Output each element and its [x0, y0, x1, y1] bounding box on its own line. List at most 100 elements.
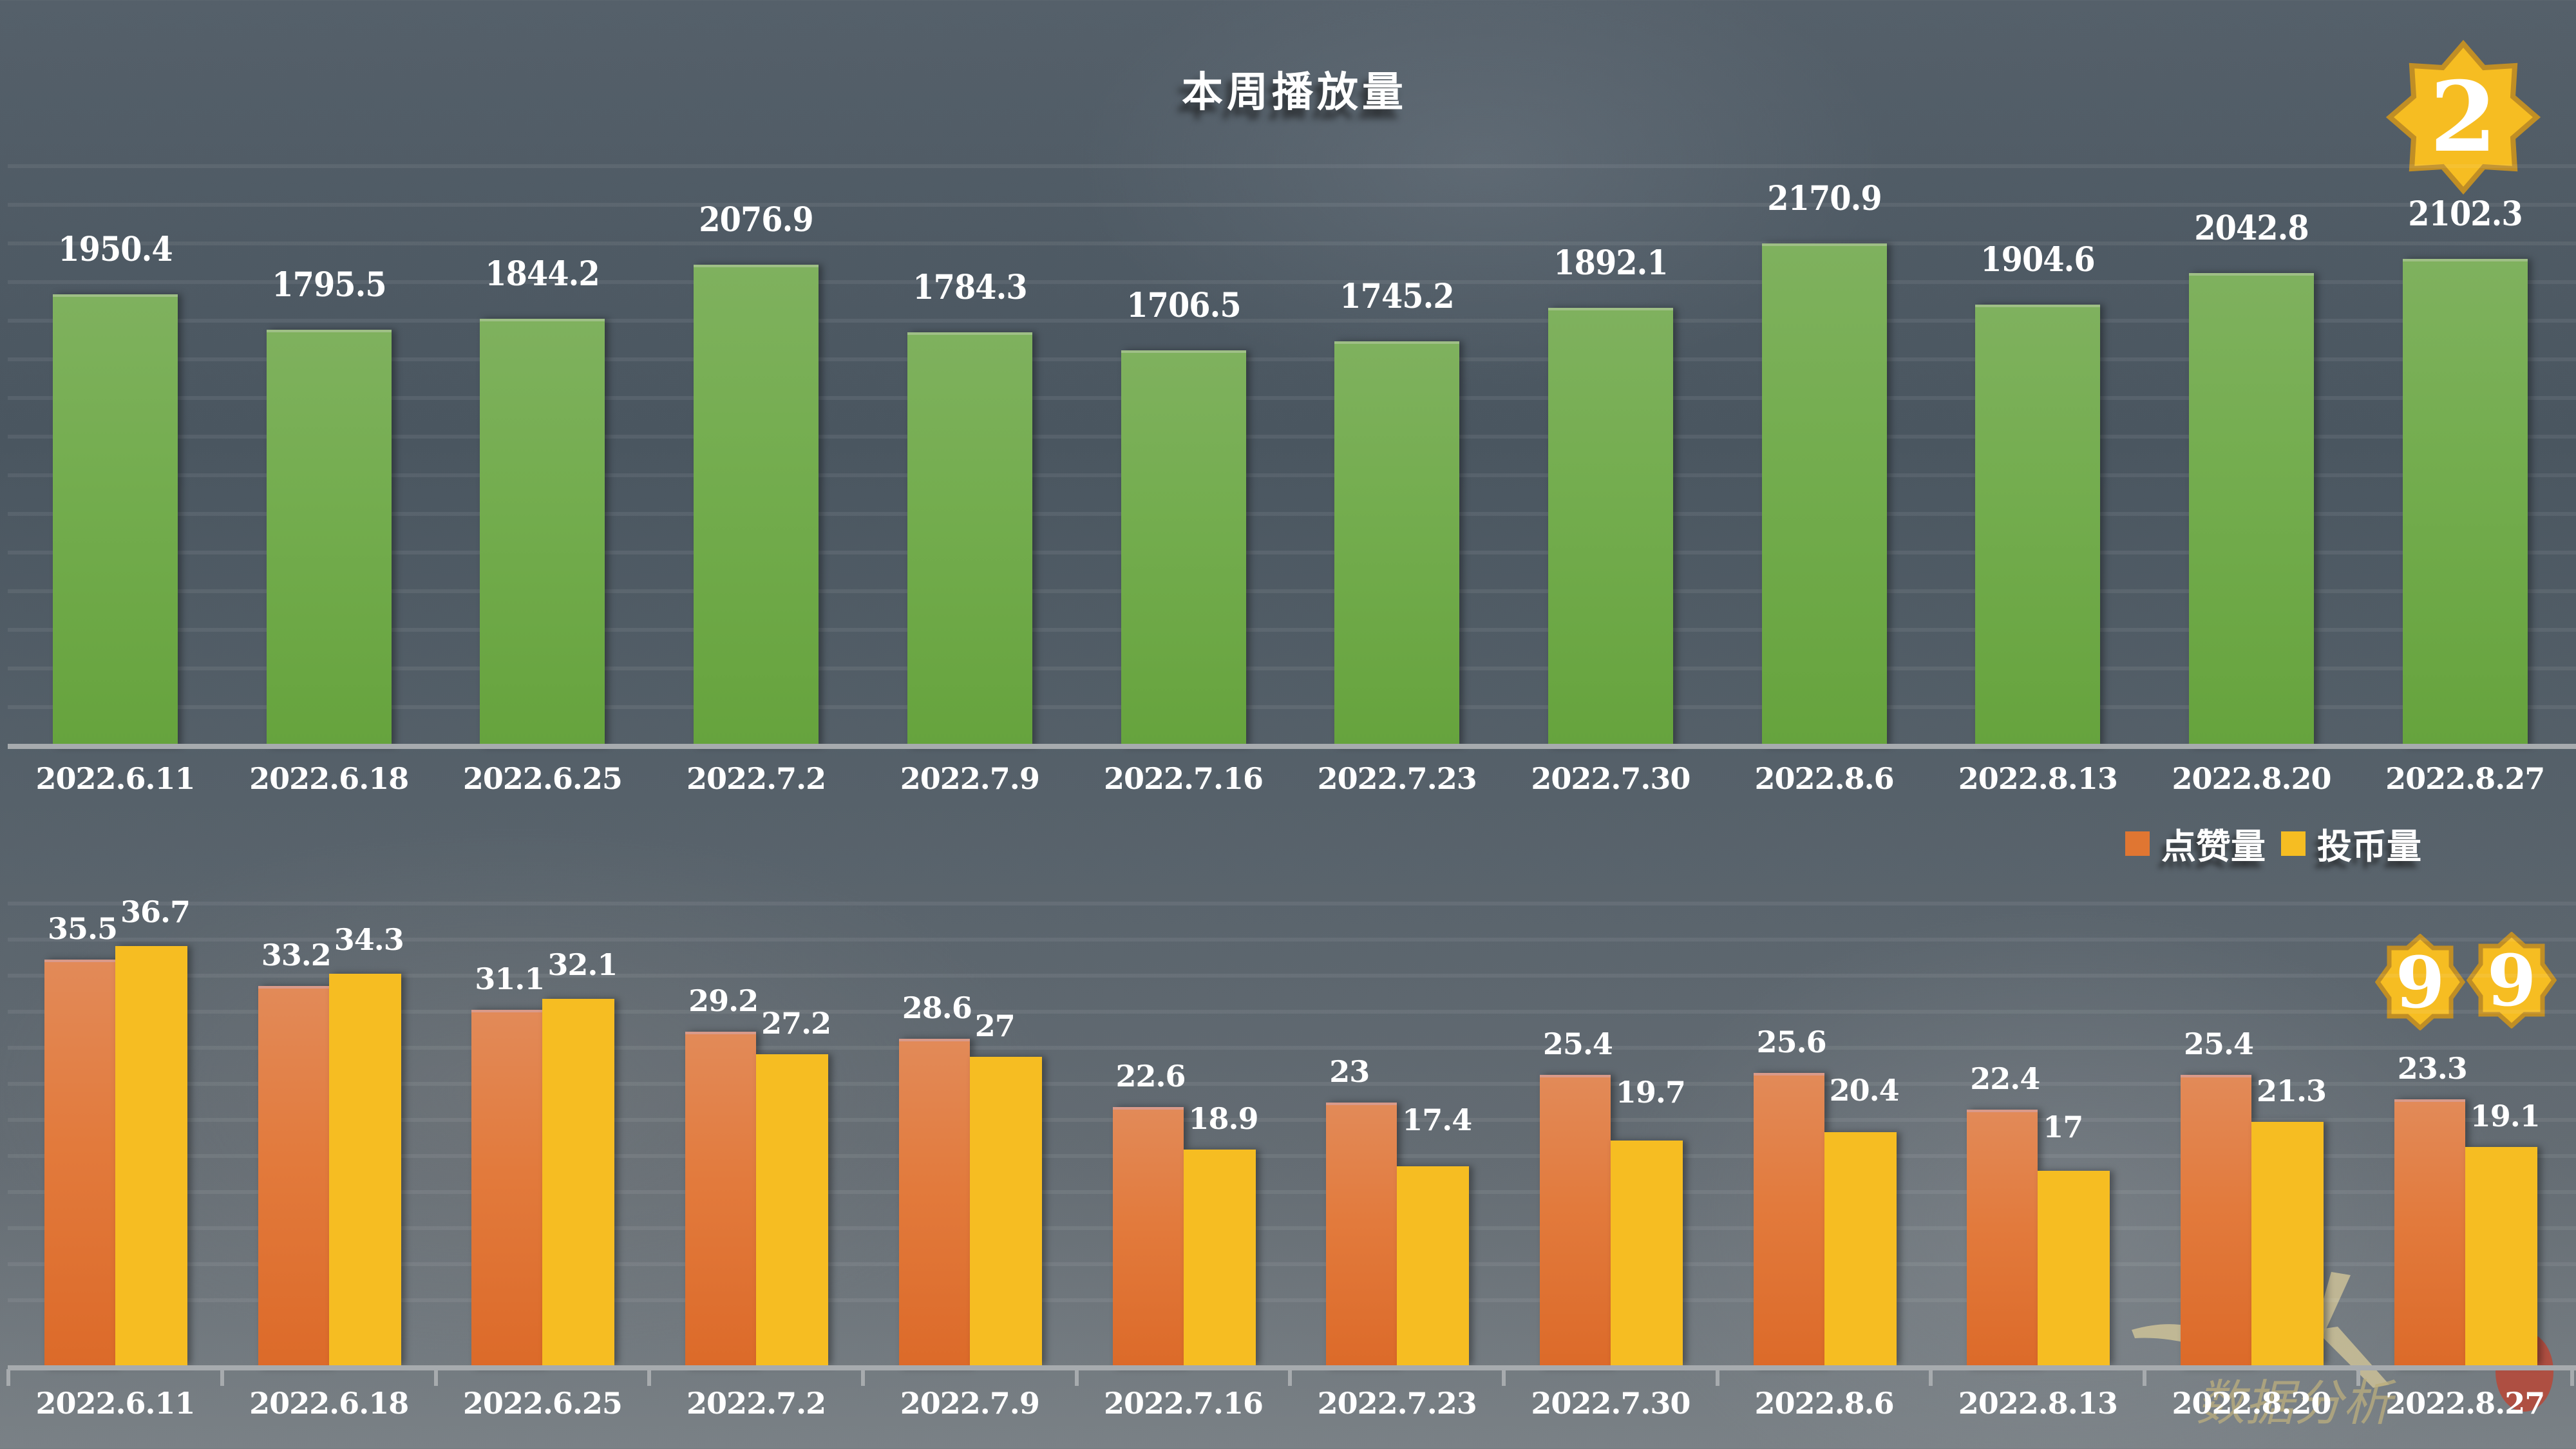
x-axis-line — [8, 744, 2576, 749]
gridline — [8, 357, 2576, 361]
coins-bar — [2465, 1147, 2537, 1365]
legend-swatch-coins — [2281, 831, 2306, 856]
plays-value-label: 2042.8 — [2194, 208, 2309, 248]
x-axis-line — [8, 1365, 2576, 1370]
plays-value-label: 1706.5 — [1126, 286, 1241, 326]
plays-bar — [2189, 272, 2314, 746]
x-axis-label: 2022.7.30 — [1531, 761, 1690, 796]
gridline — [8, 164, 2576, 168]
gridline — [8, 1118, 2576, 1122]
coins-bar — [969, 1057, 1042, 1365]
x-axis-tick — [860, 1369, 865, 1386]
gridline — [8, 435, 2576, 439]
plays-bar — [2402, 259, 2528, 746]
plays-bar — [266, 330, 392, 746]
legend-label-likes: 点赞量 — [2161, 826, 2266, 867]
likes-bar — [1753, 1072, 1824, 1368]
plays-value-label: 2170.9 — [1766, 178, 1882, 218]
x-axis-label: 2022.8.27 — [2385, 761, 2545, 796]
likes-bar — [2181, 1075, 2251, 1368]
x-axis-label: 2022.7.23 — [1317, 1386, 1477, 1421]
x-axis-label: 2022.8.27 — [2385, 1386, 2545, 1421]
likes-value-label: 23.3 — [2397, 1050, 2468, 1086]
likes-value-label: 22.4 — [1970, 1061, 2040, 1096]
gridline — [8, 280, 2576, 284]
coins-bar — [1397, 1166, 1470, 1365]
star-badge-icon — [2386, 40, 2541, 194]
star-badge-icon — [2375, 934, 2465, 1030]
likes-value-label: 33.2 — [261, 938, 332, 973]
likes-bar — [898, 1038, 970, 1368]
gridline — [8, 1298, 2576, 1302]
likes-value-label: 23 — [1329, 1054, 1370, 1089]
x-axis-label: 2022.6.25 — [462, 1386, 623, 1421]
gridline — [8, 1082, 2576, 1086]
likes-value-label: 25.4 — [2184, 1027, 2254, 1062]
gridline — [8, 551, 2576, 554]
plays-bar — [907, 332, 1032, 746]
plays-bar — [1548, 307, 1673, 746]
x-axis-tick — [1502, 1369, 1506, 1386]
plays-bar — [1334, 341, 1460, 746]
coins-bar — [1183, 1149, 1256, 1365]
x-axis-tick — [1715, 1369, 1719, 1386]
likes-value-label: 25.6 — [1756, 1024, 1827, 1059]
x-axis-label: 2022.6.18 — [249, 1386, 409, 1421]
plays-value-label: 1892.1 — [1553, 243, 1668, 283]
gridline — [8, 203, 2576, 207]
plays-value-label: 2102.3 — [2407, 194, 2523, 234]
x-axis-label: 2022.8.13 — [1958, 1386, 2118, 1421]
x-axis-label: 2022.7.9 — [900, 761, 1040, 796]
gridline — [8, 512, 2576, 516]
x-axis-label: 2022.8.20 — [2172, 761, 2331, 796]
likes-value-label: 31.1 — [475, 961, 545, 997]
plays-bar — [1975, 305, 2101, 746]
coins-value-label: 17 — [2043, 1109, 2083, 1144]
likes-bar — [471, 1010, 543, 1368]
x-axis-tick — [433, 1369, 438, 1386]
gridline — [8, 473, 2576, 477]
plays-bar — [1121, 350, 1246, 746]
likes-bar — [1326, 1102, 1397, 1368]
likes-bar — [1112, 1107, 1184, 1368]
x-axis-label: 2022.6.11 — [35, 761, 195, 796]
likes-bar — [1967, 1109, 2038, 1368]
chart-title: 本周播放量 — [1182, 69, 1407, 117]
coins-bar — [1824, 1132, 1897, 1365]
coins-value-label: 21.3 — [2257, 1074, 2327, 1109]
plays-value-label: 1795.5 — [271, 265, 386, 305]
likes-bar — [258, 986, 329, 1368]
rank-badge-bottom-2: 9 — [2467, 932, 2557, 1028]
gridline — [8, 667, 2576, 670]
legend-label-coins: 投币量 — [2317, 826, 2421, 867]
x-axis-label: 2022.7.30 — [1531, 1386, 1690, 1421]
star-badge-icon — [2467, 932, 2557, 1028]
plays-value-label: 1745.2 — [1340, 277, 1454, 317]
likes-bar — [1539, 1075, 1611, 1368]
coins-value-label: 36.7 — [120, 894, 191, 929]
legend: 点赞量 投币量 — [2125, 818, 2421, 869]
plays-value-label: 1904.6 — [1980, 240, 2096, 280]
coins-value-label: 27.2 — [761, 1006, 831, 1041]
x-axis-label: 2022.8.13 — [1958, 761, 2118, 796]
gridline — [8, 902, 2576, 905]
gridline — [8, 1226, 2576, 1230]
x-axis-label: 2022.6.18 — [249, 761, 409, 796]
coins-bar — [2251, 1122, 2324, 1365]
coins-bar — [1610, 1140, 1683, 1365]
likes-value-label: 22.6 — [1115, 1059, 1186, 1094]
x-axis-label: 2022.7.16 — [1103, 1386, 1264, 1421]
plays-bar — [1761, 243, 1887, 746]
coins-value-label: 19.1 — [2470, 1099, 2541, 1134]
gridline — [8, 628, 2576, 632]
likes-value-label: 35.5 — [48, 911, 118, 947]
plays-bar — [53, 294, 178, 746]
coins-bar — [2038, 1171, 2110, 1365]
gridline — [8, 1262, 2576, 1266]
x-axis-tick — [2356, 1369, 2360, 1386]
x-axis-tick — [220, 1369, 224, 1386]
x-axis-tick — [1074, 1369, 1079, 1386]
x-axis-tick — [2570, 1369, 2574, 1386]
coins-value-label: 19.7 — [1615, 1075, 1686, 1110]
rank-badge-top: 2 — [2386, 40, 2541, 194]
